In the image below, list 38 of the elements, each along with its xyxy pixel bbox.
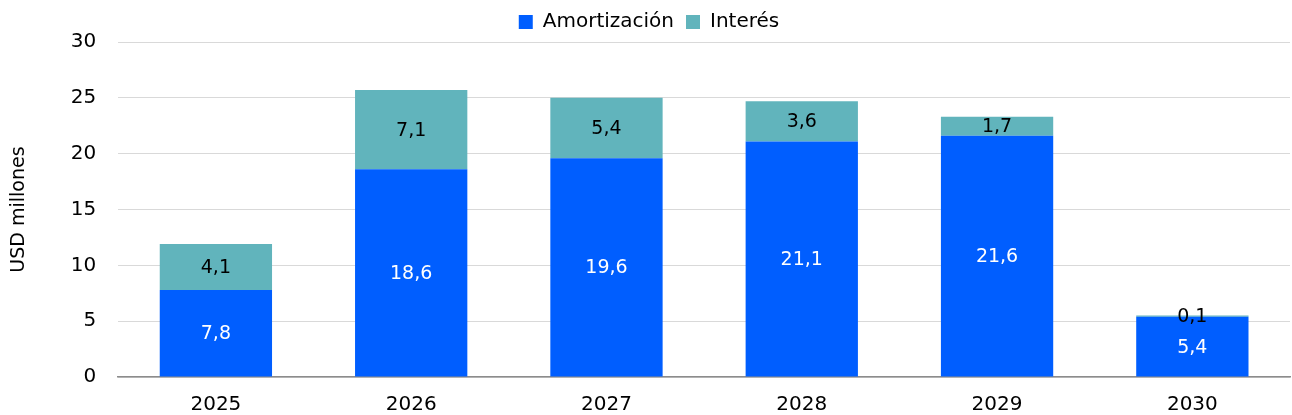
x-tick-label: 2027 — [581, 391, 632, 415]
bar — [159, 244, 273, 290]
y-axis-title: USD millones — [6, 146, 29, 273]
x-tick-label: 2029 — [971, 391, 1023, 415]
y-tick-label: 5 — [83, 307, 97, 332]
bar — [550, 158, 663, 377]
bar — [940, 116, 1054, 136]
y-tick-label: 25 — [70, 84, 97, 109]
data-label: 7,1 — [396, 117, 427, 140]
data-label: 4,1 — [200, 254, 231, 277]
y-tick-label: 0 — [83, 363, 97, 388]
y-tick-label: 15 — [70, 195, 97, 220]
x-tick-label: 2030 — [1166, 391, 1218, 415]
data-label: 19,6 — [585, 255, 628, 278]
bar — [745, 101, 858, 142]
bar — [355, 90, 468, 170]
y-tick-label: 10 — [70, 251, 97, 276]
bar — [159, 289, 273, 377]
data-label: 5,4 — [591, 115, 622, 138]
data-label: 7,8 — [200, 321, 231, 344]
data-label: 0,1 — [1177, 304, 1208, 327]
legend-label: Amortización — [542, 8, 675, 33]
bar — [550, 97, 663, 159]
y-tick-label: 20 — [70, 139, 97, 164]
y-tick-label: 30 — [70, 28, 97, 53]
data-label: 5,4 — [1177, 334, 1208, 357]
x-tick-label: 2025 — [190, 391, 242, 415]
legend-label: Interés — [710, 8, 780, 33]
bar — [355, 169, 468, 377]
data-label: 18,6 — [390, 260, 433, 283]
data-label: 1,7 — [981, 114, 1013, 137]
data-label: 3,6 — [786, 109, 817, 132]
data-label: 21,1 — [780, 246, 823, 269]
x-tick-label: 2028 — [776, 391, 828, 415]
data-label: 21,6 — [975, 244, 1019, 267]
bar — [940, 135, 1054, 377]
bar — [745, 141, 858, 377]
x-tick-label: 2026 — [385, 391, 437, 415]
